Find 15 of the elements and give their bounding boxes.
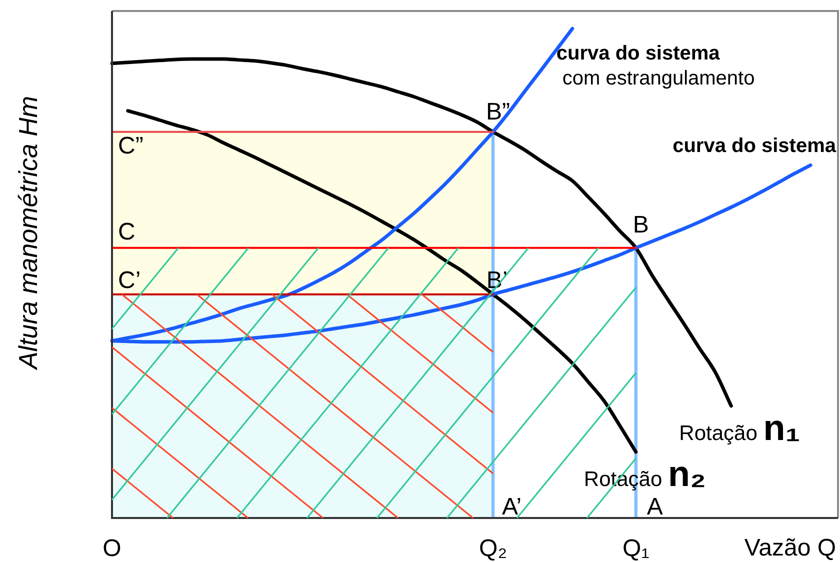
annotation: C bbox=[118, 218, 136, 246]
annotation: B bbox=[632, 211, 649, 238]
series-label: curva do sistema bbox=[672, 135, 837, 158]
y-axis-title: Altura manométrica Hm bbox=[13, 96, 44, 372]
annotation: A bbox=[646, 494, 663, 521]
series-label: curva do sistema com estrangulamento bbox=[556, 42, 755, 90]
x-axis-title: Vazão Q bbox=[744, 534, 836, 562]
series-label: Rotação n₁ bbox=[679, 406, 800, 448]
x-tick-label: Q₂ bbox=[479, 535, 508, 562]
annotation: C” bbox=[118, 132, 144, 160]
x-tick-label: Q₁ bbox=[622, 535, 650, 562]
annotation: A’ bbox=[502, 494, 522, 521]
annotation: C’ bbox=[118, 266, 141, 294]
x-tick-label: O bbox=[102, 535, 122, 562]
annotation: B” bbox=[486, 98, 510, 126]
